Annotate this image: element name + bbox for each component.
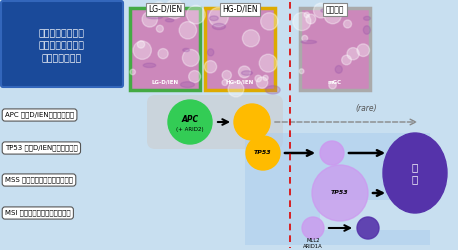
- Circle shape: [302, 35, 308, 41]
- Ellipse shape: [183, 48, 190, 51]
- Text: TP53: TP53: [254, 150, 272, 156]
- Text: MLL2
ARID1A: MLL2 ARID1A: [303, 238, 323, 249]
- Ellipse shape: [364, 16, 371, 20]
- Circle shape: [357, 44, 370, 56]
- Circle shape: [342, 55, 351, 65]
- Circle shape: [347, 48, 359, 60]
- Ellipse shape: [241, 71, 252, 75]
- Circle shape: [158, 48, 168, 59]
- Circle shape: [228, 81, 244, 97]
- Circle shape: [324, 6, 341, 24]
- Circle shape: [306, 14, 316, 24]
- Circle shape: [142, 12, 158, 27]
- Circle shape: [242, 30, 260, 47]
- Circle shape: [263, 75, 268, 80]
- Text: LG-D/IEN: LG-D/IEN: [148, 5, 182, 14]
- Ellipse shape: [301, 40, 316, 43]
- Ellipse shape: [302, 217, 324, 239]
- Ellipse shape: [143, 63, 156, 68]
- Ellipse shape: [383, 133, 447, 213]
- Circle shape: [304, 12, 310, 18]
- Circle shape: [222, 70, 231, 80]
- Text: HG-D/IEN: HG-D/IEN: [222, 5, 258, 14]
- Ellipse shape: [320, 141, 344, 165]
- Ellipse shape: [209, 16, 218, 21]
- Text: (+ ARID2): (+ ARID2): [176, 126, 204, 132]
- Circle shape: [293, 12, 311, 30]
- Ellipse shape: [180, 82, 195, 87]
- Circle shape: [156, 25, 164, 32]
- FancyBboxPatch shape: [1, 1, 123, 87]
- FancyBboxPatch shape: [205, 8, 275, 90]
- Circle shape: [209, 7, 228, 27]
- Text: MSI 型の微小胃癌として発生：: MSI 型の微小胃癌として発生：: [5, 210, 71, 216]
- Ellipse shape: [207, 49, 214, 56]
- Ellipse shape: [165, 19, 174, 22]
- FancyBboxPatch shape: [147, 95, 283, 149]
- Circle shape: [152, 2, 166, 16]
- Circle shape: [182, 50, 199, 66]
- Circle shape: [186, 5, 205, 24]
- Text: MSS 型の微小胃癌として発生：: MSS 型の微小胃癌として発生：: [5, 177, 73, 183]
- Text: LG-D/IEN: LG-D/IEN: [152, 80, 179, 85]
- Ellipse shape: [213, 24, 225, 30]
- Text: 胃粘膜内腫瘍（分
化型）の悪性度と
初期変異の関係: 胃粘膜内腫瘍（分 化型）の悪性度と 初期変異の関係: [39, 29, 85, 63]
- Ellipse shape: [335, 66, 342, 73]
- Ellipse shape: [312, 165, 368, 221]
- Circle shape: [256, 77, 268, 88]
- Ellipse shape: [357, 217, 379, 239]
- Text: 粘膜内癌: 粘膜内癌: [326, 5, 344, 14]
- Text: mGC: mGC: [328, 80, 342, 85]
- Text: TP53: TP53: [331, 190, 349, 196]
- Circle shape: [189, 70, 201, 83]
- Circle shape: [222, 80, 228, 86]
- Circle shape: [137, 41, 145, 48]
- Circle shape: [204, 60, 217, 73]
- Ellipse shape: [234, 104, 270, 140]
- Ellipse shape: [363, 26, 371, 34]
- Circle shape: [165, 0, 184, 19]
- Circle shape: [344, 20, 352, 28]
- Ellipse shape: [168, 100, 212, 144]
- Ellipse shape: [321, 8, 330, 13]
- Circle shape: [239, 66, 251, 78]
- Circle shape: [133, 41, 152, 59]
- PathPatch shape: [245, 133, 430, 245]
- Text: TP53 変異D/IENとして発生：: TP53 変異D/IENとして発生：: [5, 145, 78, 151]
- Ellipse shape: [265, 86, 280, 94]
- Text: (rare): (rare): [355, 104, 376, 112]
- Circle shape: [329, 82, 336, 89]
- Text: APC 変異D/IENとして発生：: APC 変異D/IENとして発生：: [5, 112, 74, 118]
- FancyBboxPatch shape: [130, 8, 200, 90]
- Circle shape: [179, 22, 196, 39]
- Text: HG-D/IEN: HG-D/IEN: [226, 80, 254, 85]
- Text: 胃
癌: 胃 癌: [412, 162, 418, 184]
- Circle shape: [299, 69, 304, 73]
- FancyBboxPatch shape: [300, 8, 370, 90]
- Circle shape: [313, 3, 328, 18]
- Circle shape: [259, 54, 277, 72]
- Ellipse shape: [147, 15, 163, 19]
- Circle shape: [261, 13, 278, 30]
- Circle shape: [255, 75, 262, 82]
- Ellipse shape: [246, 136, 280, 170]
- Circle shape: [130, 69, 136, 75]
- Text: APC: APC: [181, 116, 199, 124]
